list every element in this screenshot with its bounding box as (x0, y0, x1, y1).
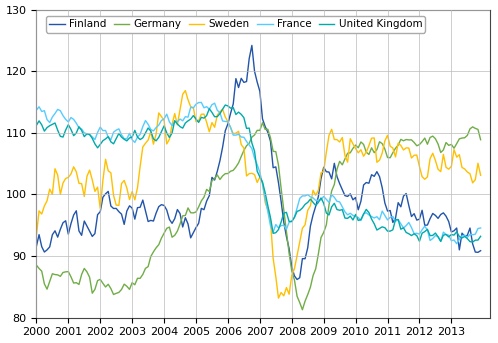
United Kingdom (470, 240, 476, 244)
Sweden (113, 203, 119, 207)
Sweden (161, 118, 167, 122)
Sweden (478, 173, 484, 177)
Finland (249, 43, 255, 47)
Germany (299, 308, 305, 312)
Finland (299, 257, 305, 261)
Line: Finland: Finland (36, 45, 481, 280)
France (185, 115, 191, 119)
United Kingdom (33, 123, 39, 127)
Germany (297, 300, 303, 305)
Sweden (182, 88, 188, 93)
Sweden (299, 226, 305, 230)
United Kingdom (185, 119, 191, 123)
United Kingdom (289, 219, 295, 223)
Line: United Kingdom: United Kingdom (36, 105, 481, 242)
France (478, 226, 484, 230)
United Kingdom (478, 234, 484, 238)
United Kingdom (390, 228, 396, 232)
Finland (392, 216, 398, 220)
Germany (478, 138, 484, 142)
France (454, 242, 460, 246)
Finland (289, 265, 295, 269)
United Kingdom (222, 103, 228, 107)
Germany (289, 269, 295, 273)
Sweden (33, 233, 39, 237)
United Kingdom (297, 208, 303, 212)
Finland (185, 222, 191, 226)
Line: Germany: Germany (36, 123, 481, 310)
France (161, 117, 167, 121)
France (113, 128, 119, 132)
France (297, 196, 303, 200)
Finland (113, 206, 119, 211)
Germany (161, 231, 167, 235)
France (198, 100, 204, 105)
Germany (259, 121, 265, 125)
Sweden (291, 267, 297, 271)
Germany (33, 263, 39, 267)
Sweden (392, 155, 398, 159)
United Kingdom (161, 124, 167, 128)
France (390, 214, 396, 218)
Finland (478, 249, 484, 253)
Germany (185, 206, 191, 210)
Line: France: France (36, 103, 481, 244)
France (33, 108, 39, 112)
Legend: Finland, Germany, Sweden, France, United Kingdom: Finland, Germany, Sweden, France, United… (46, 16, 425, 33)
Finland (294, 277, 300, 282)
Germany (392, 146, 398, 150)
United Kingdom (113, 137, 119, 141)
Germany (113, 291, 119, 295)
Finland (33, 244, 39, 248)
Sweden (188, 105, 194, 109)
Sweden (275, 296, 281, 300)
France (289, 220, 295, 224)
Finland (161, 203, 167, 208)
Line: Sweden: Sweden (36, 91, 481, 298)
